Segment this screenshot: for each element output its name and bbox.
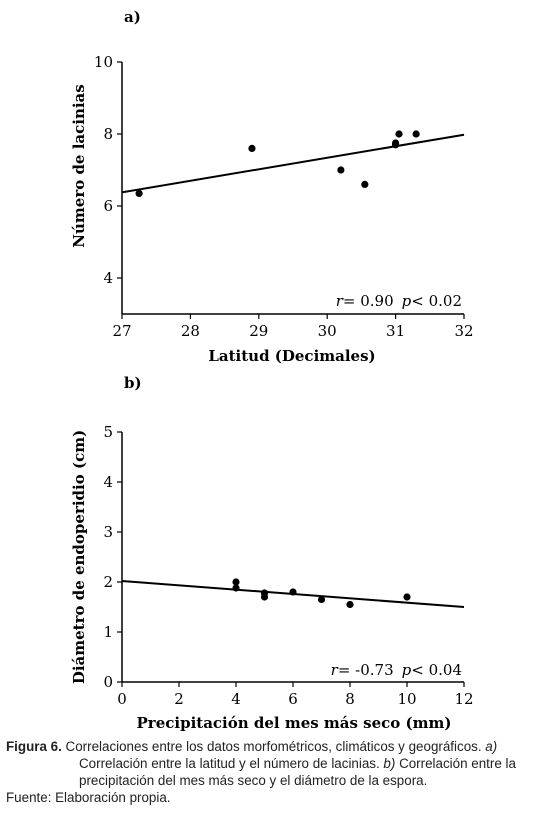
data-point [395,130,403,138]
x-tick-label: 6 [288,690,298,708]
data-point [135,189,143,197]
data-point [317,595,326,604]
x-tick-label: 4 [231,690,241,708]
x-axis-label-b: Precipitación del mes más seco (mm) [137,714,452,732]
data-point [260,593,269,601]
y-tick-label: 2 [103,573,113,591]
x-tick-label: 30 [318,322,337,340]
y-tick-label: 4 [103,269,113,287]
y-axis-label-a: Número de lacinias [70,84,88,247]
trend-line [121,133,465,194]
y-axis-label-b: Diámetro de endoperidio (cm) [70,430,88,684]
caption-line-2: Correlación entre la latitud y el número… [79,756,516,771]
caption-source: Fuente: Elaboración propia. [6,790,171,805]
x-tick-label: 8 [345,690,355,708]
data-point [392,139,400,147]
y-tick-label: 4 [103,473,113,491]
x-axis-label-a: Latitud (Decimales) [208,347,375,365]
panel-label-b: b) [124,374,142,392]
y-tick-label: 10 [94,53,113,71]
y-tick-label: 0 [103,673,113,691]
y-tick-label: 3 [103,523,113,541]
figure-label: Figura 6. [6,739,62,754]
y-tick-label: 8 [103,125,113,143]
data-point [232,578,240,586]
y-tick-label: 1 [103,623,113,641]
panel-label-a: a) [124,8,141,26]
trend-line [121,580,465,608]
x-tick-label: 31 [386,322,405,340]
stat-annotation-b: r= -0.73 p< 0.04 [331,661,462,679]
data-point [403,593,411,601]
x-tick-label: 28 [181,322,200,340]
data-point [412,130,420,138]
x-tick-label: 0 [117,690,127,708]
x-tick-label: 10 [397,690,416,708]
chart-a: a) 4 6 8 10 27 28 29 30 31 32 r= 0.90 p< 0.02 Lat… [70,8,474,365]
x-tick-label: 27 [112,322,131,340]
x-tick-label: 12 [454,690,473,708]
caption-line-3: precipitación del mes más seco y el diám… [79,773,428,788]
y-tick-label: 6 [103,197,113,215]
data-point [346,600,354,609]
figure-caption: Figura 6. Correlaciones entre los datos … [6,738,542,806]
data-point [361,180,369,188]
x-tick-label: 29 [249,322,268,340]
y-tick-label: 5 [103,423,113,441]
stat-annotation-a: r= 0.90 p< 0.02 [336,292,462,310]
caption-line-1: Figura 6. Correlaciones entre los datos … [6,739,498,754]
data-point [337,166,345,174]
x-tick-label: 2 [174,690,184,708]
data-point [248,144,256,152]
x-tick-label: 32 [454,322,473,340]
